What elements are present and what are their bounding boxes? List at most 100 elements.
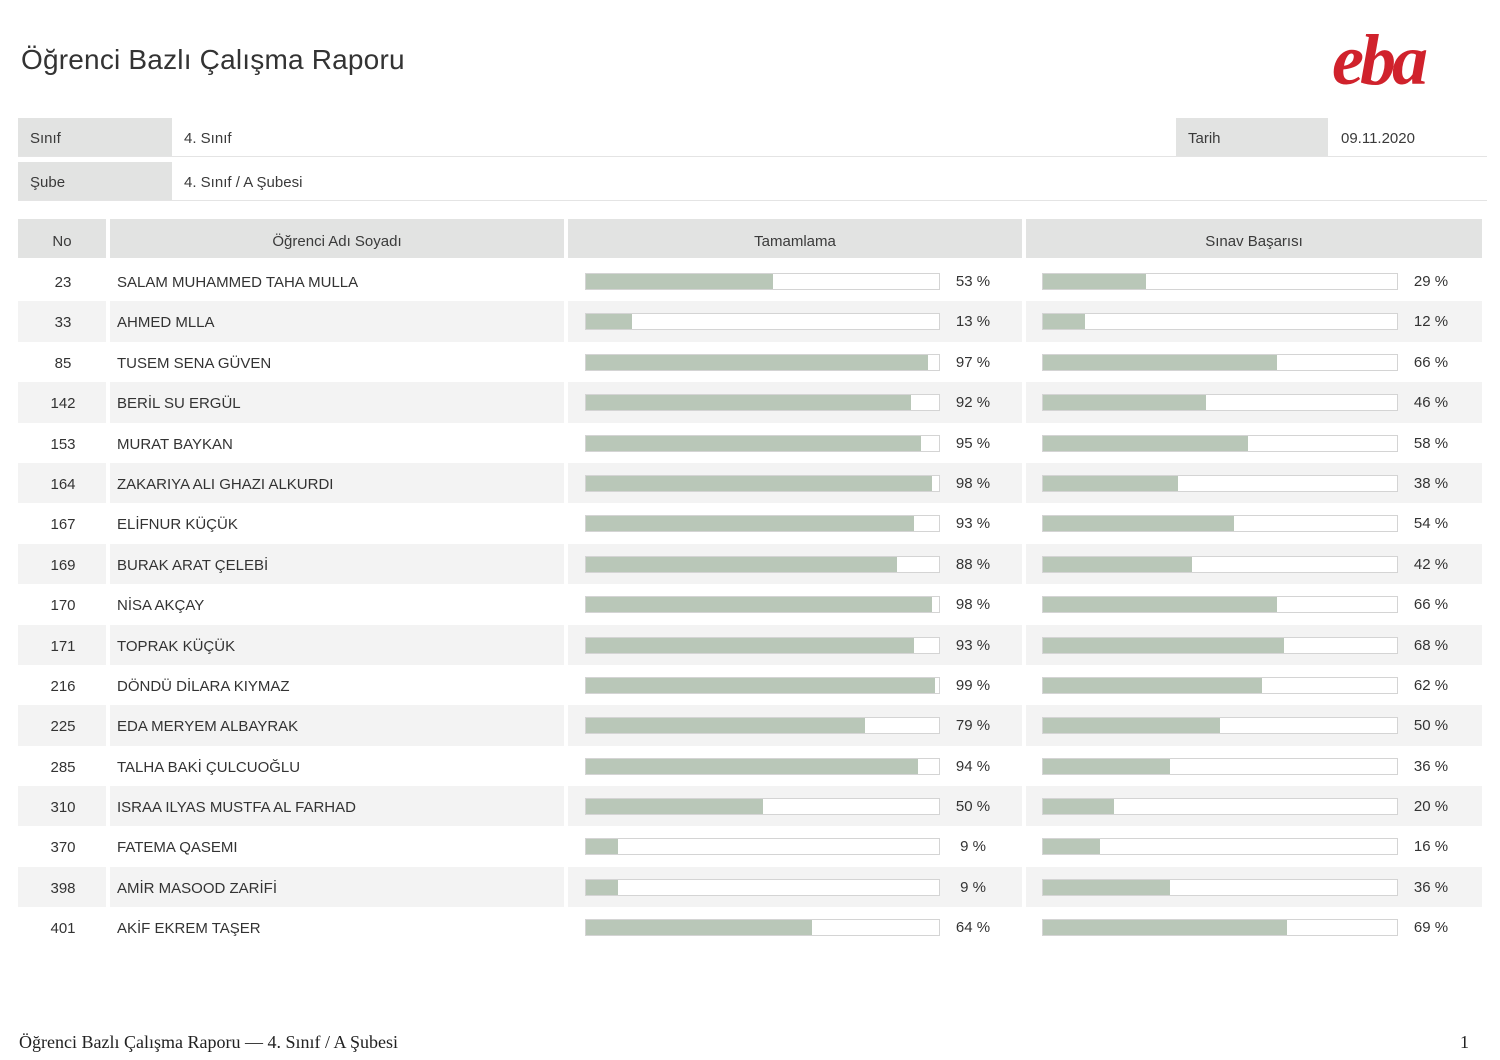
student-name: NİSA AKÇAY — [117, 597, 205, 615]
exam-percent: 62 % — [1413, 676, 1449, 694]
completion-percent: 98 % — [955, 474, 991, 492]
exam-percent: 54 % — [1413, 515, 1449, 533]
completion-percent: 50 % — [955, 798, 991, 816]
student-name: AKİF EKREM TAŞER — [117, 920, 261, 938]
student-no: 153 — [50, 435, 76, 453]
completion-percent: 93 % — [955, 636, 991, 654]
class-label: Sınıf — [18, 118, 172, 156]
completion-bar-fill — [586, 395, 911, 411]
page-title: Öğrenci Bazlı Çalışma Raporu — [21, 44, 405, 75]
table-row: 285 TALHA BAKİ ÇULCUOĞLU 94 % 36 % — [18, 746, 1482, 786]
completion-bar — [585, 394, 940, 412]
exam-bar-fill — [1043, 314, 1086, 330]
info-row-branch: Şube 4. Sınıf / A Şubesi — [18, 162, 1487, 201]
completion-bar — [585, 838, 940, 856]
branch-label: Şube — [18, 162, 172, 200]
student-name: BURAK ARAT ÇELEBİ — [117, 556, 269, 574]
student-no: 23 — [54, 274, 72, 291]
student-no: 225 — [50, 718, 76, 736]
completion-percent: 92 % — [955, 394, 991, 412]
completion-percent: 98 % — [955, 596, 991, 614]
completion-bar — [585, 515, 940, 533]
student-no: 164 — [50, 475, 76, 493]
date-value: 09.11.2020 — [1341, 130, 1415, 147]
completion-bar-fill — [586, 718, 865, 734]
student-name: DÖNDÜ DİLARA KIYMAZ — [117, 677, 290, 695]
exam-bar-fill — [1043, 799, 1114, 815]
column-header-exam: Sınav Başarısı — [1026, 219, 1482, 258]
exam-bar — [1042, 555, 1398, 573]
student-name: MURAT BAYKAN — [117, 435, 233, 453]
completion-bar — [585, 596, 940, 614]
exam-bar — [1042, 273, 1398, 290]
exam-percent: 29 % — [1413, 273, 1449, 290]
table-row: 401 AKİF EKREM TAŞER 64 % 69 % — [18, 907, 1482, 947]
completion-bar-fill — [586, 354, 929, 370]
completion-bar-fill — [586, 597, 932, 613]
exam-percent: 58 % — [1413, 434, 1449, 452]
exam-bar — [1042, 636, 1398, 654]
completion-bar-fill — [586, 556, 897, 572]
page-number: 1 — [1460, 1032, 1469, 1052]
student-no: 169 — [50, 556, 76, 574]
table-row: 153 MURAT BAYKAN 95 % 58 % — [18, 423, 1482, 463]
exam-percent: 36 % — [1413, 757, 1449, 775]
exam-percent: 50 % — [1413, 717, 1449, 735]
completion-bar — [585, 878, 940, 896]
exam-bar-fill — [1043, 597, 1277, 613]
table-row: 167 ELİFNUR KÜÇÜK 93 % 54 % — [18, 503, 1482, 543]
exam-percent: 12 % — [1413, 313, 1449, 331]
completion-percent: 9 % — [960, 878, 986, 896]
completion-percent: 53 % — [955, 273, 991, 290]
exam-bar — [1042, 757, 1398, 775]
student-name: ELİFNUR KÜÇÜK — [117, 516, 238, 534]
exam-bar-fill — [1043, 879, 1171, 895]
completion-percent: 88 % — [955, 555, 991, 573]
student-no: 167 — [50, 516, 76, 534]
table-row: 216 DÖNDÜ DİLARA KIYMAZ 99 % 62 % — [18, 665, 1482, 705]
completion-bar — [585, 636, 940, 654]
exam-bar — [1042, 838, 1398, 856]
exam-percent: 69 % — [1413, 919, 1449, 937]
student-no: 142 — [50, 395, 76, 413]
student-no: 216 — [50, 677, 76, 695]
table-row: 170 NİSA AKÇAY 98 % 66 % — [18, 584, 1482, 624]
table-row: 310 ISRAA ILYAS MUSTFA AL FARHAD 50 % 20 % — [18, 786, 1482, 827]
table-row: 171 TOPRAK KÜÇÜK 93 % 68 % — [18, 624, 1482, 665]
completion-percent: 13 % — [955, 313, 991, 331]
completion-bar-fill — [586, 799, 763, 815]
completion-bar-fill — [586, 839, 618, 855]
completion-percent: 99 % — [955, 676, 991, 694]
column-header-name: Öğrenci Adı Soyadı — [110, 219, 564, 258]
completion-percent: 79 % — [955, 717, 991, 735]
exam-percent: 42 % — [1413, 555, 1449, 573]
exam-percent: 66 % — [1413, 596, 1449, 614]
exam-bar — [1042, 515, 1398, 533]
student-no: 370 — [50, 839, 76, 857]
student-name: FATEMA QASEMI — [117, 839, 238, 857]
completion-bar-fill — [586, 758, 918, 774]
table-row: 142 BERİL SU ERGÜL 92 % 46 % — [18, 382, 1482, 423]
exam-percent: 16 % — [1413, 838, 1449, 856]
exam-bar-fill — [1043, 839, 1100, 855]
completion-bar — [585, 555, 940, 573]
student-name: TALHA BAKİ ÇULCUOĞLU — [117, 758, 301, 776]
table-row: 23 SALAM MUHAMMED TAHA MULLA 53 % 29 % — [18, 261, 1482, 301]
student-name: AMİR MASOOD ZARİFİ — [117, 879, 278, 897]
table-row: 398 AMİR MASOOD ZARİFİ 9 % 36 % — [18, 866, 1482, 908]
student-name: TUSEM SENA GÜVEN — [117, 354, 272, 372]
table-header: No Öğrenci Adı Soyadı Tamamlama Sınav Ba… — [18, 219, 1482, 258]
svg-text:eba: eba — [1332, 24, 1427, 96]
exam-bar — [1042, 474, 1398, 492]
exam-bar — [1042, 798, 1398, 816]
completion-bar-fill — [586, 879, 618, 895]
exam-bar-fill — [1043, 475, 1178, 491]
completion-bar — [585, 798, 940, 816]
exam-bar-fill — [1043, 718, 1220, 734]
completion-bar — [585, 273, 940, 290]
exam-bar — [1042, 919, 1398, 937]
exam-percent: 46 % — [1413, 394, 1449, 412]
student-name: TOPRAK KÜÇÜK — [117, 637, 236, 655]
exam-percent: 66 % — [1413, 353, 1449, 371]
student-name: BERİL SU ERGÜL — [117, 395, 241, 413]
